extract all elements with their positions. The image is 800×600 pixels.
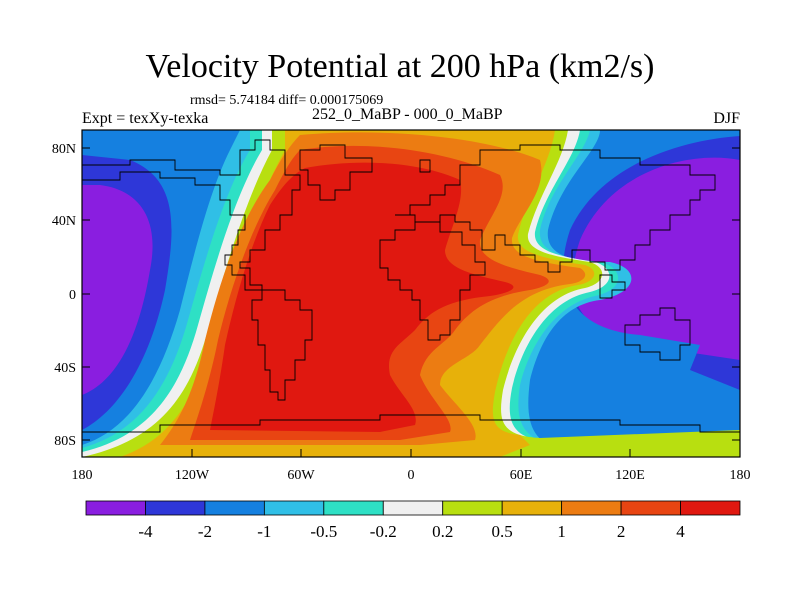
lon-label-0: 0 (408, 468, 415, 483)
colorbar-label: 1 (557, 522, 566, 541)
lat-label-40s: 40S (54, 361, 76, 376)
lon-label-120e: 120E (615, 468, 645, 483)
colorbar-label: 0.2 (432, 522, 453, 541)
colorbar-swatch (620, 500, 681, 516)
colorbar-swatch (204, 500, 265, 516)
colorbar-label: -1 (257, 522, 271, 541)
lat-label-80n: 80N (52, 142, 76, 157)
colorbar-swatch (501, 500, 563, 516)
colorbar-swatch (85, 500, 146, 516)
lon-label-180w: 180 (72, 468, 93, 483)
colorbar-label: -0.5 (310, 522, 337, 541)
colorbar-label: -4 (138, 522, 153, 541)
lon-label-60w: 60W (287, 468, 315, 483)
contour-fill-layer (82, 130, 740, 457)
experiment-difference-label: 252_0_MaBP - 000_0_MaBP (312, 106, 503, 123)
colorbar-swatch (442, 500, 503, 516)
colorbar-swatch (561, 500, 622, 516)
colorbar-label: 2 (617, 522, 626, 541)
colorbar-swatch (145, 500, 206, 516)
experiment-label: Expt = texXy-texka (82, 110, 209, 127)
coastlines (82, 139, 740, 433)
rmsd-diff-stats: rmsd= 5.74184 diff= 0.000175069 (190, 93, 384, 108)
colorbar-label: -2 (198, 522, 212, 541)
colorbar: -4 -2 -1 -0.5 -0.2 0.2 0.5 1 2 4 (85, 500, 741, 541)
lon-label-60e: 60E (510, 468, 533, 483)
colorbar-swatch (382, 500, 444, 516)
tick-marks (81, 147, 741, 457)
colorbar-swatch (263, 500, 325, 516)
season-label: DJF (713, 110, 740, 127)
chart-title: Velocity Potential at 200 hPa (km2/s) (145, 48, 655, 85)
lat-label-40n: 40N (52, 214, 76, 229)
contour-level-above-4 (210, 162, 514, 432)
lon-label-120w: 120W (175, 468, 210, 483)
colorbar-label: 0.5 (492, 522, 513, 541)
lat-label-80s: 80S (54, 434, 76, 449)
colorbar-swatch (323, 500, 384, 516)
lat-label-0: 0 (69, 288, 76, 303)
colorbar-label: 4 (676, 522, 685, 541)
colorbar-label: -0.2 (370, 522, 397, 541)
colorbar-swatch (680, 500, 741, 516)
lon-label-180e: 180 (730, 468, 751, 483)
